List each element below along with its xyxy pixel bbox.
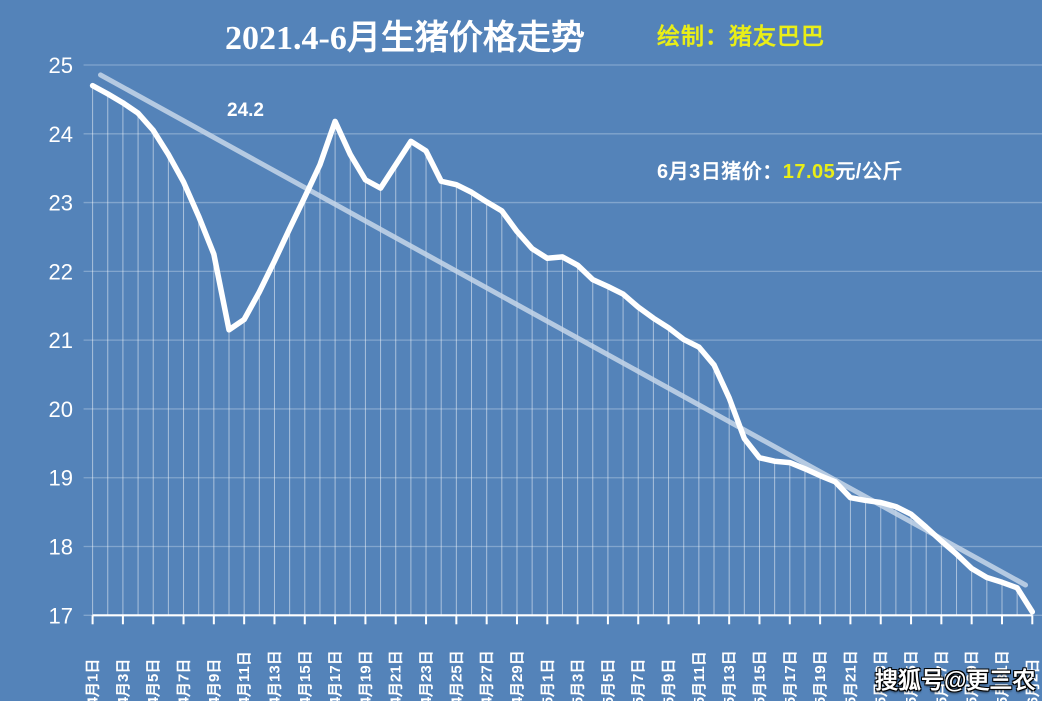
svg-text:4月1日: 4月1日 [85, 659, 102, 701]
svg-text:20: 20 [49, 397, 73, 422]
svg-text:5月17日: 5月17日 [782, 650, 799, 701]
svg-text:4月17日: 4月17日 [327, 650, 344, 701]
svg-text:17: 17 [49, 603, 73, 628]
svg-text:19: 19 [49, 466, 73, 491]
svg-text:5月21日: 5月21日 [842, 650, 859, 701]
svg-text:21: 21 [49, 328, 73, 353]
svg-text:4月11日: 4月11日 [236, 651, 253, 701]
svg-text:4月29日: 4月29日 [509, 650, 526, 701]
svg-text:5月7日: 5月7日 [630, 659, 647, 701]
svg-text:5月9日: 5月9日 [661, 659, 678, 701]
svg-text:5月5日: 5月5日 [600, 659, 617, 701]
svg-text:4月3日: 4月3日 [115, 659, 132, 701]
svg-text:18: 18 [49, 535, 73, 560]
svg-text:5月11日: 5月11日 [691, 651, 708, 701]
svg-text:4月13日: 4月13日 [266, 650, 283, 701]
svg-text:5月15日: 5月15日 [751, 650, 768, 701]
svg-text:23: 23 [49, 191, 73, 216]
svg-text:22: 22 [49, 259, 73, 284]
svg-text:4月27日: 4月27日 [479, 650, 496, 701]
svg-text:4月5日: 4月5日 [145, 659, 162, 701]
svg-text:5月13日: 5月13日 [721, 650, 738, 701]
svg-text:4月23日: 4月23日 [418, 650, 435, 701]
svg-text:4月15日: 4月15日 [297, 650, 314, 701]
svg-text:4月25日: 4月25日 [448, 650, 465, 701]
svg-text:4月21日: 4月21日 [388, 650, 405, 701]
svg-text:25: 25 [49, 53, 73, 78]
svg-text:4月19日: 4月19日 [357, 650, 374, 701]
svg-text:4月9日: 4月9日 [206, 659, 223, 701]
svg-text:4月7日: 4月7日 [176, 659, 193, 701]
svg-text:24: 24 [49, 122, 73, 147]
svg-text:5月19日: 5月19日 [812, 650, 829, 701]
svg-text:5月3日: 5月3日 [570, 659, 587, 701]
svg-text:5月1日: 5月1日 [539, 659, 556, 701]
